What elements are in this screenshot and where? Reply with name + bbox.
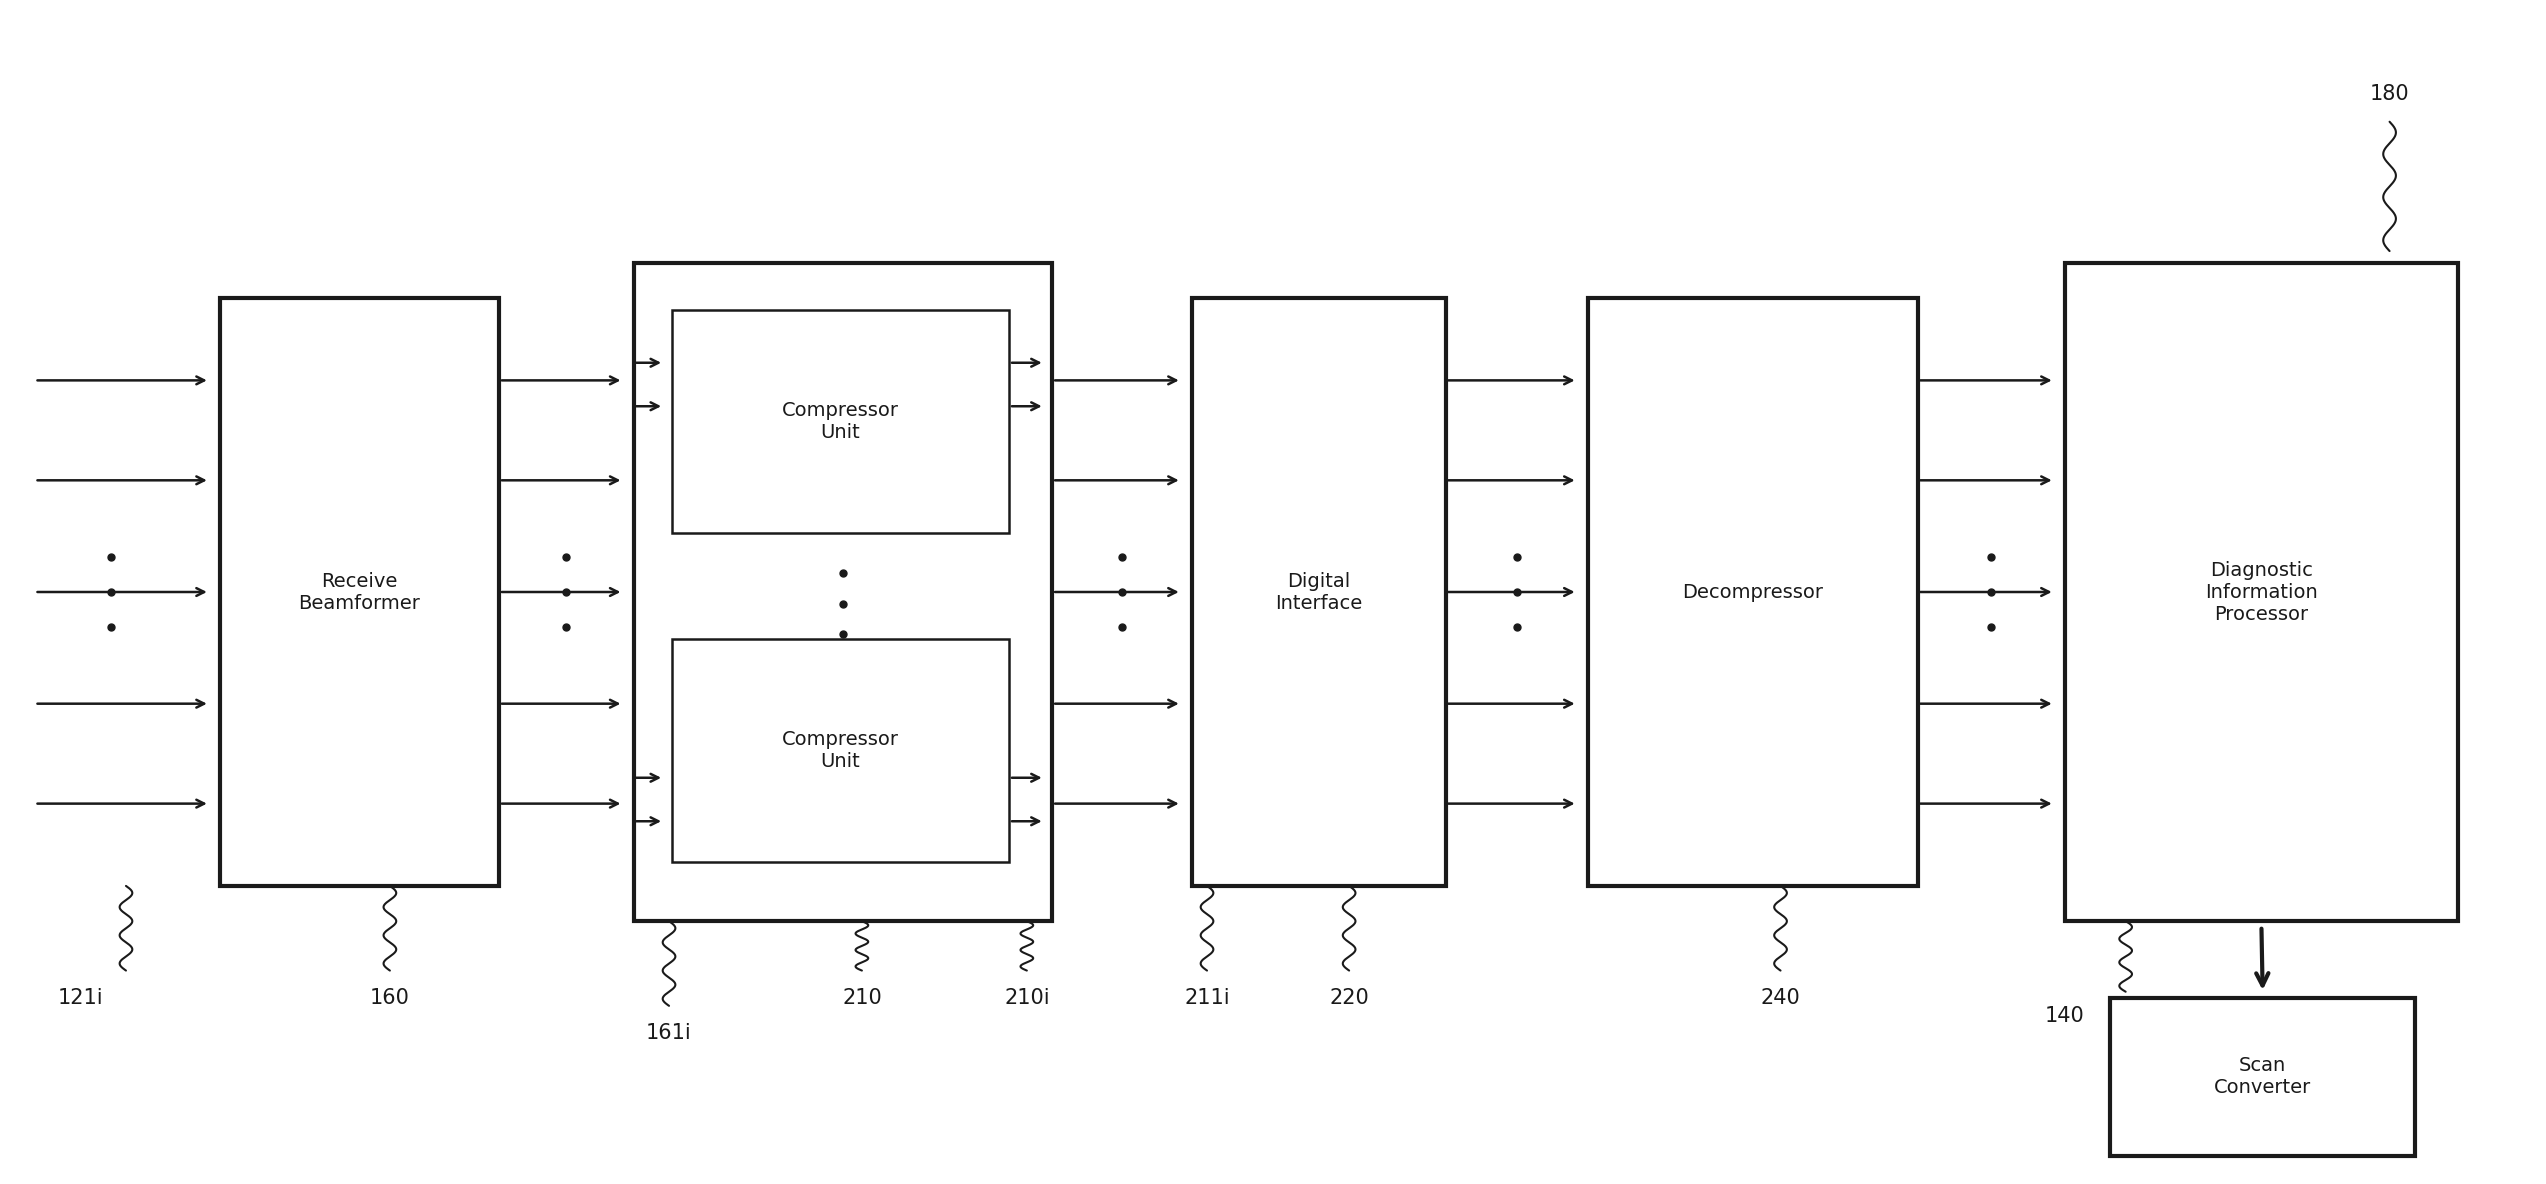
Text: Compressor
Unit: Compressor Unit xyxy=(782,401,899,442)
Text: 121i: 121i xyxy=(59,989,102,1009)
Text: 210i: 210i xyxy=(1003,989,1049,1009)
Text: 161i: 161i xyxy=(647,1023,693,1043)
Text: Compressor
Unit: Compressor Unit xyxy=(782,731,899,771)
Bar xyxy=(1589,298,1917,886)
Text: Diagnostic
Information
Processor: Diagnostic Information Processor xyxy=(2205,560,2317,624)
Bar xyxy=(672,310,1008,533)
Bar xyxy=(1192,298,1446,886)
Bar xyxy=(219,298,499,886)
Text: 211i: 211i xyxy=(1184,989,1230,1009)
Bar xyxy=(634,263,1051,921)
Text: Receive
Beamformer: Receive Beamformer xyxy=(298,572,420,612)
Text: Digital
Interface: Digital Interface xyxy=(1276,572,1362,612)
Text: 140: 140 xyxy=(2044,1006,2085,1025)
Text: 240: 240 xyxy=(1762,989,1800,1009)
Bar xyxy=(2065,263,2457,921)
Text: Decompressor: Decompressor xyxy=(1683,583,1823,601)
Bar xyxy=(672,639,1008,862)
Text: 220: 220 xyxy=(1329,989,1370,1009)
Text: Scan
Converter: Scan Converter xyxy=(2215,1056,2312,1098)
Text: 180: 180 xyxy=(2370,84,2409,104)
Bar xyxy=(2111,998,2416,1157)
Text: 210: 210 xyxy=(843,989,881,1009)
Text: 160: 160 xyxy=(369,989,410,1009)
